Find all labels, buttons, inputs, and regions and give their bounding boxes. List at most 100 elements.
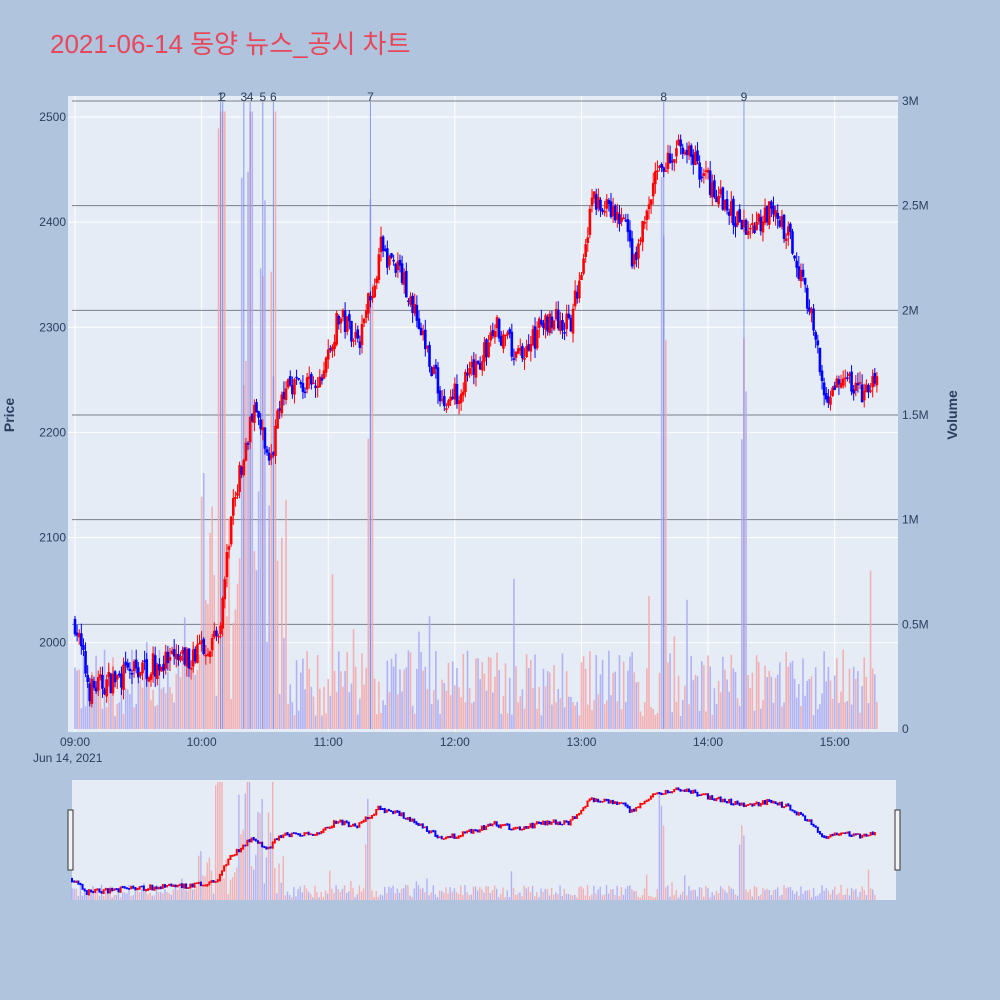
volume-bar — [299, 672, 302, 729]
volume-bar — [679, 716, 682, 729]
volume-bar — [525, 654, 528, 729]
mini-candle — [430, 830, 433, 834]
candle-body — [624, 219, 628, 222]
mini-candle — [398, 810, 401, 817]
volume-bar — [456, 668, 458, 729]
candle-body — [605, 199, 609, 209]
mini-candle — [229, 855, 232, 860]
volume-bar — [101, 708, 104, 729]
candle-body — [812, 308, 815, 331]
mini-volume-bar — [654, 896, 656, 900]
mini-candle — [288, 833, 291, 838]
candle-body — [88, 683, 92, 702]
candle-body — [871, 376, 874, 388]
volume-bar — [333, 670, 336, 729]
volume-bar — [608, 650, 610, 729]
range-slider-left-handle[interactable] — [67, 809, 74, 871]
mini-volume-bar — [447, 893, 449, 900]
mini-volume-bar — [487, 886, 489, 900]
candle-body — [278, 408, 281, 411]
mini-candle — [375, 809, 378, 816]
volume-bar — [833, 675, 836, 729]
candle-body — [540, 320, 543, 325]
volume-bar — [124, 688, 127, 729]
range-slider[interactable] — [67, 780, 901, 900]
mini-volume-bar — [77, 896, 80, 900]
mini-volume-bar — [147, 894, 149, 900]
mini-volume-bar — [686, 895, 688, 900]
mini-candle — [157, 886, 160, 890]
candle-body — [588, 208, 592, 235]
volume-bar — [297, 710, 300, 729]
candle-body — [867, 384, 870, 393]
candle-body — [73, 618, 77, 635]
candle-body — [122, 664, 125, 690]
volume-bar — [557, 689, 560, 729]
mini-candle — [776, 802, 779, 806]
mini-candle — [117, 888, 120, 893]
mini-candle — [142, 885, 145, 891]
volume-bar — [325, 713, 327, 729]
mini-volume-bar — [348, 891, 350, 900]
mini-volume-bar — [272, 782, 274, 900]
mini-candle — [457, 835, 460, 839]
mini-volume-bar — [451, 891, 454, 900]
mini-candle — [514, 826, 517, 830]
candle-body — [455, 383, 459, 404]
volume-bar — [188, 676, 190, 729]
volume-bar — [700, 661, 703, 729]
mini-volume-bar — [310, 893, 312, 900]
x-tick-label: 10:00 — [187, 735, 217, 749]
candle-body — [162, 663, 165, 671]
mini-volume-bar — [124, 892, 126, 900]
mini-volume-bar — [253, 869, 255, 900]
volume-bar — [489, 657, 492, 729]
mini-volume-bar — [470, 894, 473, 900]
mini-candle — [256, 840, 259, 844]
mini-candle — [527, 825, 530, 830]
mini-candle — [744, 804, 747, 808]
volume-bar — [755, 655, 758, 729]
volume-bar — [595, 654, 598, 729]
mini-volume-bar — [648, 895, 650, 900]
candle-body — [548, 313, 552, 333]
mini-volume-bar — [244, 793, 246, 900]
candle-body — [231, 498, 235, 516]
candle-body — [476, 360, 480, 364]
volume-bar — [131, 649, 133, 729]
candle-body — [217, 635, 220, 638]
mini-volume-bar — [314, 885, 316, 900]
volume-bar — [74, 667, 76, 729]
volume-bar — [652, 708, 655, 729]
candle-body — [717, 195, 720, 205]
mini-candle — [250, 837, 253, 843]
candle-body — [770, 201, 773, 209]
candle-body — [424, 329, 427, 350]
candle-body — [466, 372, 469, 376]
candle-body — [367, 293, 370, 314]
volume-bar — [289, 684, 292, 729]
mini-candle — [599, 800, 602, 803]
mini-candle — [98, 888, 101, 893]
mini-candle — [873, 832, 876, 836]
volume-bar — [190, 679, 192, 729]
mini-volume-bar — [288, 894, 291, 900]
volume-bar — [167, 671, 169, 729]
candle-body — [580, 274, 583, 281]
mini-candle — [580, 809, 583, 815]
candle-body — [400, 263, 404, 283]
mini-candle — [489, 823, 492, 827]
main-plot-background — [68, 96, 898, 732]
candle-body — [94, 687, 98, 692]
mini-volume-bar — [472, 886, 475, 900]
mini-candle — [804, 815, 807, 821]
candle-body — [80, 633, 83, 647]
candle-body — [795, 260, 799, 268]
range-slider-right-handle[interactable] — [894, 809, 901, 871]
volume-bar — [329, 695, 332, 729]
mini-volume-bar — [861, 886, 863, 900]
volume-bar — [270, 271, 273, 729]
mini-volume-bar — [760, 894, 762, 900]
mini-candle — [789, 804, 792, 811]
candle-body — [613, 205, 617, 221]
